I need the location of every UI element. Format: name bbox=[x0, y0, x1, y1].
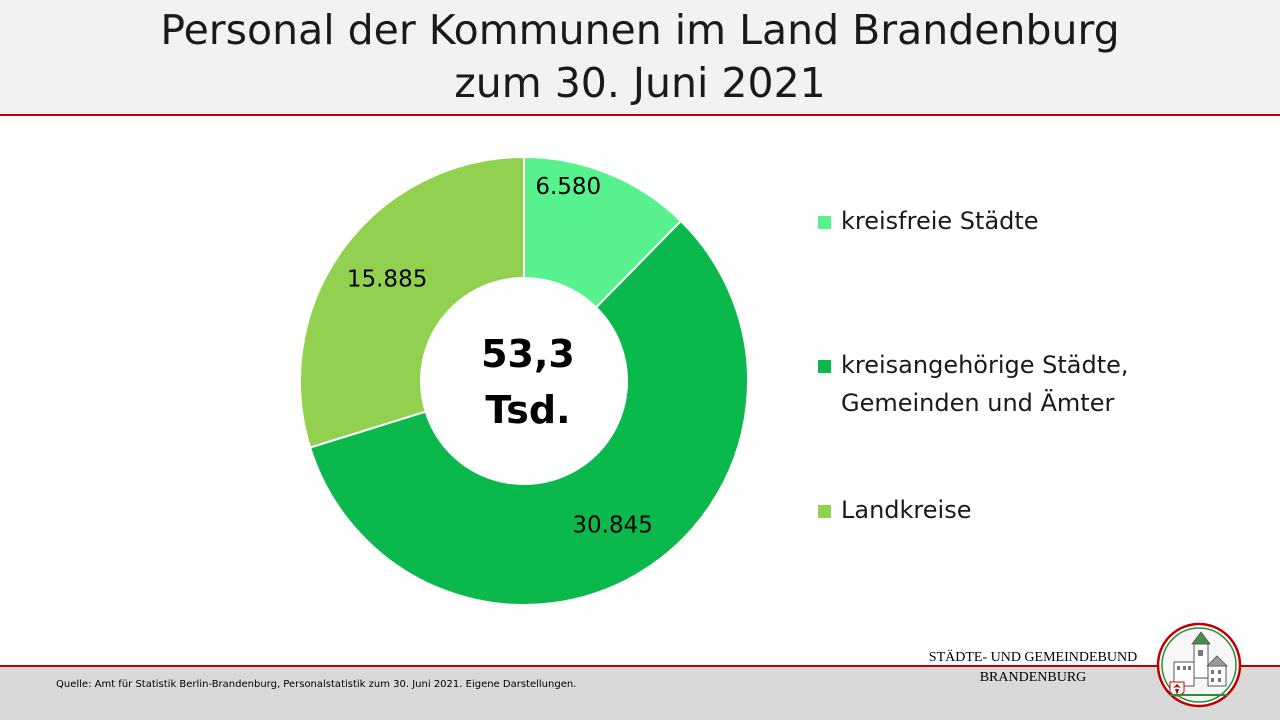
donut-slice bbox=[299, 155, 525, 449]
total-unit: Tsd. bbox=[485, 388, 571, 432]
donut-chart: 6.580 30.845 15.885 bbox=[299, 155, 749, 606]
legend-label: kreisangehörige Städte, Gemeinden und Äm… bbox=[841, 351, 1129, 417]
slice-data-label: 30.845 bbox=[572, 513, 652, 539]
legend-label: Landkreise bbox=[841, 496, 972, 524]
footer-bar: Quelle: Amt für Statistik Berlin-Branden… bbox=[0, 665, 1280, 720]
title-line-1: Personal der Kommunen im Land Brandenbur… bbox=[160, 6, 1120, 54]
slice-data-label: 15.885 bbox=[347, 267, 427, 293]
organization-line-1: STÄDTE- UND GEMEINDEBUND bbox=[928, 650, 1138, 665]
total-value: 53,3 bbox=[481, 332, 575, 376]
donut-slice bbox=[308, 219, 749, 606]
organization-line-2: BRANDENBURG bbox=[979, 670, 1087, 685]
legend-item-kreisangehoerige-staedte: kreisangehörige Städte, Gemeinden und Äm… bbox=[818, 346, 1129, 422]
legend-label: kreisfreie Städte bbox=[841, 207, 1039, 235]
legend-item-landkreise: Landkreise bbox=[818, 491, 971, 529]
source-note: Quelle: Amt für Statistik Berlin-Branden… bbox=[56, 679, 577, 690]
donut-center-label: 53,3 Tsd. bbox=[426, 326, 630, 438]
page-title: Personal der Kommunen im Land Brandenbur… bbox=[0, 4, 1280, 110]
legend-swatch bbox=[818, 505, 831, 518]
legend-swatch bbox=[818, 360, 831, 373]
slice-data-label: 6.580 bbox=[535, 174, 601, 200]
organization-name: STÄDTE- UND GEMEINDEBUND BRANDENBURG bbox=[908, 648, 1158, 688]
title-line-2: zum 30. Juni 2021 bbox=[454, 59, 826, 107]
legend-swatch bbox=[818, 216, 831, 229]
legend-item-kreisfreie-staedte: kreisfreie Städte bbox=[818, 202, 1039, 240]
title-bar: Personal der Kommunen im Land Brandenbur… bbox=[0, 0, 1280, 116]
organization-logo-icon bbox=[1156, 622, 1242, 708]
